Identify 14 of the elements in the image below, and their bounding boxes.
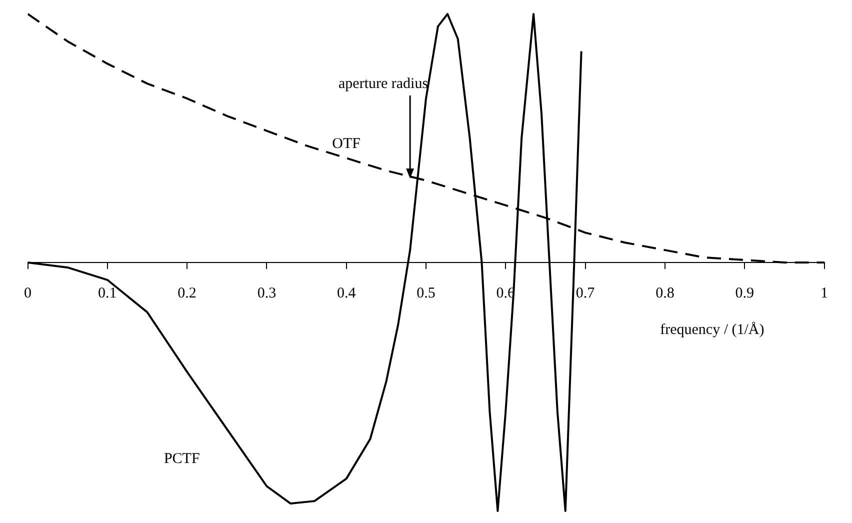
x-tick-label: 0.9 xyxy=(735,285,754,302)
x-tick-label: 0.5 xyxy=(416,285,436,302)
series-label: OTF xyxy=(332,136,361,152)
x-tick-label: 0 xyxy=(24,285,32,302)
x-tick-label: 0.7 xyxy=(576,285,596,302)
x-axis-title: frequency / (1/Å) xyxy=(660,320,764,338)
x-tick-label: 0.2 xyxy=(178,285,196,302)
x-tick-label: 0.3 xyxy=(257,285,276,302)
x-tick-label: 1 xyxy=(820,285,828,302)
x-tick-label: 0.4 xyxy=(336,285,356,302)
x-tick-label: 0.8 xyxy=(656,285,674,302)
annotation: aperture radius xyxy=(338,76,428,92)
text: PCTF xyxy=(164,450,200,467)
x-tick-label: 0.1 xyxy=(98,285,117,302)
